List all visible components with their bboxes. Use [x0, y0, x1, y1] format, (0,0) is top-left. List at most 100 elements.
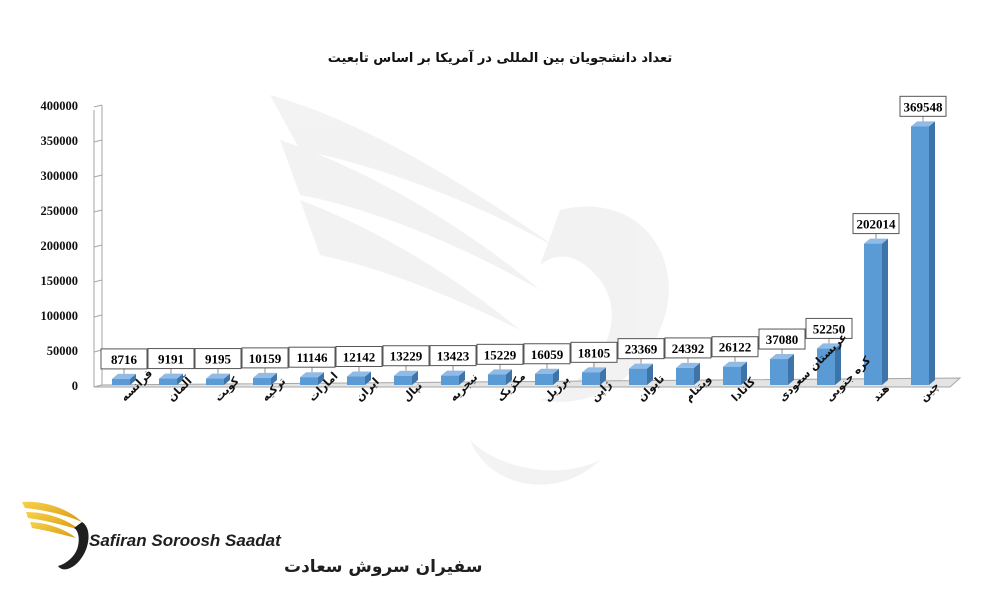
bar-side — [553, 368, 559, 385]
bar-top — [676, 362, 700, 368]
data-label-box — [570, 341, 618, 363]
bar-top — [817, 343, 841, 349]
bar — [253, 377, 271, 385]
data-label-box — [288, 346, 336, 368]
bar — [582, 372, 600, 385]
bars — [112, 121, 935, 385]
data-label: 202014 — [857, 217, 897, 232]
data-label: 52250 — [813, 321, 846, 336]
y-tick-label: 200000 — [41, 239, 79, 253]
data-label: 11146 — [296, 350, 328, 365]
data-label-box — [523, 343, 571, 365]
bar-top — [723, 361, 747, 367]
bar-top — [300, 372, 324, 378]
bar-side — [741, 361, 747, 385]
data-label-box — [194, 348, 242, 370]
bar — [629, 368, 647, 385]
y-tick-mark — [93, 174, 103, 178]
bar — [488, 374, 506, 385]
bar-top — [864, 238, 888, 244]
y-axis-ticks: 0 50000 100000 150000 200000 250000 300000 3500… — [41, 99, 103, 393]
data-label-box — [147, 348, 195, 370]
bar-top — [112, 373, 136, 379]
bar-side — [459, 370, 465, 385]
bar-side — [929, 121, 935, 385]
data-label: 13423 — [437, 349, 470, 364]
data-label: 10159 — [249, 351, 282, 366]
bar — [347, 376, 365, 385]
data-label: 13229 — [390, 349, 423, 364]
logo-swan-icon — [22, 501, 89, 570]
data-label-box — [852, 213, 900, 235]
bar-side — [835, 343, 841, 385]
y-tick-label: 400000 — [41, 99, 79, 113]
bar-top — [535, 368, 559, 374]
bar — [159, 378, 177, 385]
y-tick-mark — [93, 279, 103, 283]
bar-side — [694, 362, 700, 385]
data-label-box — [711, 336, 759, 358]
bar — [112, 378, 130, 385]
data-label: 37080 — [766, 332, 799, 347]
bar — [864, 243, 882, 385]
brand-name-en: Safiran Soroosh Saadat — [89, 531, 282, 550]
chart-title: تعداد دانشجویان بین المللی در آمریکا بر … — [328, 49, 673, 66]
bar-side — [318, 372, 324, 385]
data-label: 16059 — [531, 347, 564, 362]
data-label-box — [429, 345, 477, 367]
bar-side — [271, 372, 277, 385]
y-tick-label: 300000 — [41, 169, 79, 183]
data-label: 9191 — [158, 352, 184, 367]
data-label-box — [476, 343, 524, 365]
data-label-box — [382, 345, 430, 367]
bar — [911, 126, 929, 385]
bar — [394, 375, 412, 385]
bar — [770, 359, 788, 385]
y-tick-label: 0 — [72, 379, 78, 393]
y-tick-mark — [93, 139, 103, 143]
data-label: 23369 — [625, 342, 658, 357]
bar-top — [394, 370, 418, 376]
bar-top — [253, 372, 277, 378]
data-label-box — [805, 317, 853, 339]
bar — [300, 377, 318, 385]
bar-top — [911, 121, 935, 127]
bar-side — [647, 363, 653, 385]
data-label: 9195 — [205, 352, 232, 367]
bar-side — [788, 354, 794, 385]
bar-top — [629, 363, 653, 369]
bar-top — [347, 371, 371, 377]
bar-side — [177, 373, 183, 385]
data-label-box — [241, 347, 289, 369]
y-tick-label: 250000 — [41, 204, 79, 218]
data-label: 369548 — [904, 99, 944, 114]
bar — [723, 366, 741, 385]
bar-side — [600, 367, 606, 385]
y-tick-label: 100000 — [41, 309, 79, 323]
bar-side — [882, 238, 888, 385]
bar-top — [159, 373, 183, 379]
data-label-box — [100, 348, 148, 370]
bar-side — [224, 373, 230, 385]
bar-side — [506, 369, 512, 385]
bar-top — [488, 369, 512, 375]
y-tick-label: 150000 — [41, 274, 79, 288]
bar-top — [206, 373, 230, 379]
data-label: 18105 — [578, 345, 611, 360]
data-label: 26122 — [719, 340, 752, 355]
data-label-box — [899, 95, 947, 117]
data-labels: 8716 9191 9195 10159 11146 12142 13229 13423 152… — [100, 95, 947, 374]
bar — [535, 373, 553, 385]
y-tick-label: 50000 — [47, 344, 78, 358]
data-label: 24392 — [672, 341, 705, 356]
background-watermark-swan — [270, 95, 669, 485]
bar-top — [441, 370, 465, 376]
bar — [817, 348, 835, 385]
bar — [441, 375, 459, 385]
data-label-box — [664, 337, 712, 359]
y-tick-mark — [93, 244, 103, 248]
bar-side — [130, 373, 136, 385]
bar-side — [412, 370, 418, 385]
y-tick-mark — [93, 104, 103, 108]
brand-logo: Safiran Soroosh Saadat سفیران سروش سعادت — [22, 501, 482, 577]
